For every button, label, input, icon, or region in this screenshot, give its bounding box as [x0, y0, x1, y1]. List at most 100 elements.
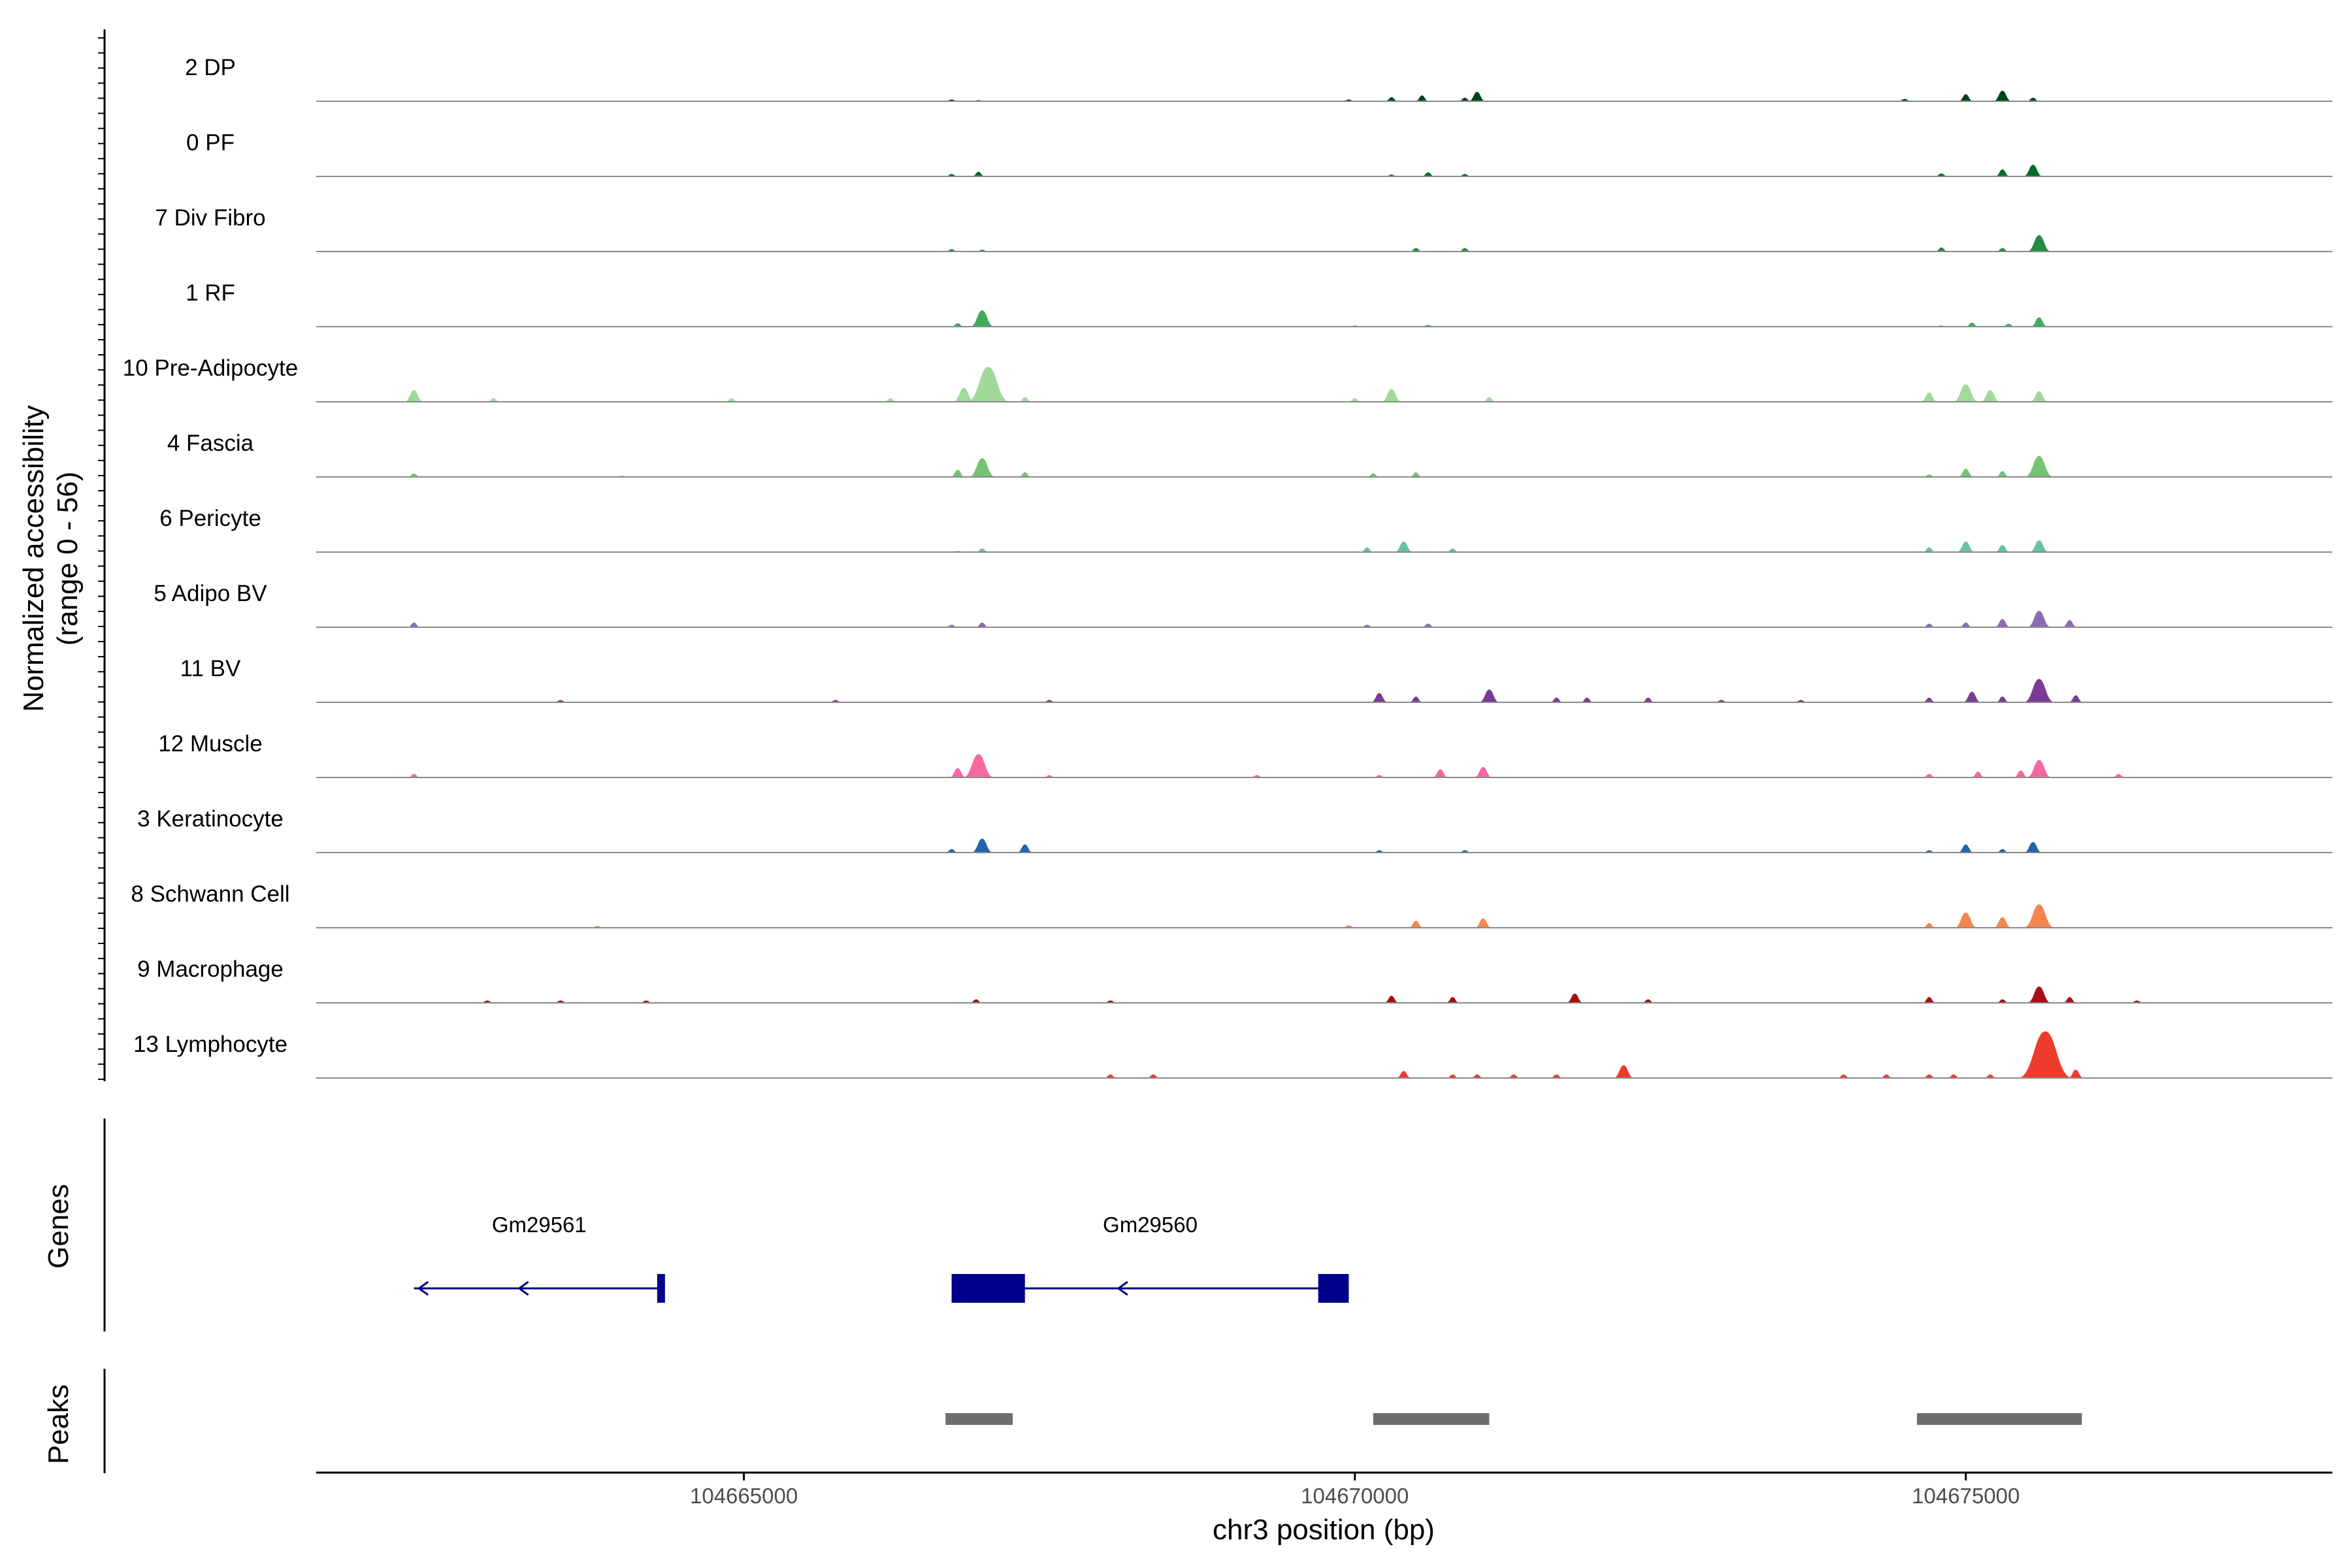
signal-peak — [1409, 472, 1423, 477]
signal-peak — [1993, 90, 2012, 101]
strand-arrow — [517, 1281, 529, 1296]
gene-gm29561: Gm29561 — [414, 1213, 665, 1303]
signal-peak — [1415, 95, 1429, 101]
signal-peak — [2023, 904, 2055, 928]
signal-peak — [2027, 611, 2051, 627]
signal-peak — [1994, 619, 2011, 627]
peak-region — [945, 1413, 1013, 1425]
gene-exon — [657, 1274, 665, 1303]
y-axis-title: Normalized accessibility — [18, 405, 50, 711]
track-label: 5 Adipo BV — [154, 581, 267, 606]
x-tick-label: 104675000 — [1912, 1484, 2019, 1508]
signal-peak — [2013, 770, 2029, 777]
track-label: 2 DP — [185, 55, 236, 80]
signal-peak — [1920, 392, 1938, 402]
signal-peak — [2002, 323, 2016, 327]
track-label: 13 Lymphocyte — [133, 1032, 287, 1057]
signal-peak — [1474, 918, 1492, 928]
genes-panel: Gm29561 Gm29560 — [103, 1119, 1349, 1331]
signal-peak — [1958, 94, 1974, 101]
signal-peak — [1409, 696, 1423, 702]
signal-peak — [1956, 541, 1975, 552]
signal-peak — [970, 999, 983, 1003]
track-label: 9 Macrophage — [137, 956, 284, 982]
signal-peak — [971, 838, 994, 853]
gene-exon — [951, 1274, 1025, 1303]
coverage-y-axis — [98, 29, 106, 1081]
signal-peak — [1422, 623, 1435, 627]
x-tick-label: 104665000 — [690, 1484, 798, 1508]
track-6-pericyte: 6 Pericyte — [159, 506, 2332, 553]
coverage-tracks: 2 DP 0 PF 7 Div Fibro 1 RF 10 Pre-Adipocyte 4… — [123, 55, 2332, 1079]
peaks-panel-label: Peaks — [42, 1384, 74, 1464]
y-axis-range-label: (range 0 - 56) — [52, 472, 84, 646]
peak-region — [1917, 1413, 2082, 1425]
signal-peak — [1474, 766, 1493, 777]
signal-peak — [1409, 248, 1423, 252]
signal-peak — [2027, 987, 2051, 1003]
signal-peak — [1947, 1074, 1961, 1078]
signal-peak — [884, 398, 897, 402]
signal-peak — [1641, 999, 1655, 1003]
signal-peak — [2030, 391, 2049, 402]
track-10-pre-adipocyte: 10 Pre-Adipocyte — [123, 355, 2332, 402]
signal-peak — [1470, 1074, 1484, 1078]
signal-peak — [1959, 622, 1972, 627]
signal-peak — [2017, 1031, 2073, 1078]
signal-peak — [968, 458, 996, 477]
signal-peak — [1995, 696, 2010, 702]
signal-peak — [1550, 697, 1563, 702]
signal-peak — [1147, 1074, 1160, 1078]
signal-peak — [2026, 760, 2052, 777]
signal-peak — [1366, 473, 1380, 477]
gene-label: Gm29561 — [492, 1213, 587, 1237]
signal-peak — [1396, 1071, 1411, 1078]
signal-peak — [487, 398, 500, 402]
signal-peak — [1995, 545, 2010, 552]
signal-peak — [2024, 455, 2054, 477]
track-label: 1 RF — [186, 280, 235, 306]
signal-peak — [1018, 472, 1032, 477]
signal-peak — [1995, 169, 2010, 176]
signal-peak — [972, 171, 985, 176]
signal-peak — [407, 622, 421, 627]
track-4-fascia: 4 Fascia — [167, 431, 2332, 478]
signal-peak — [1018, 397, 1032, 402]
signal-peak — [1384, 996, 1399, 1003]
strand-arrow — [417, 1281, 429, 1296]
track-11-bv: 11 BV — [180, 656, 2332, 703]
track-label: 7 Div Fibro — [155, 205, 265, 231]
signal-peak — [1446, 548, 1460, 552]
signal-peak — [1922, 697, 1936, 702]
signal-peak — [1993, 917, 2012, 928]
signal-peak — [2067, 1070, 2084, 1078]
signal-peak — [1996, 849, 2009, 853]
gene-gm29560: Gm29560 — [951, 1213, 1349, 1303]
signal-peak — [2062, 620, 2078, 627]
track-label: 6 Pericyte — [159, 506, 261, 531]
signal-peak — [1641, 697, 1655, 702]
signal-peak — [1384, 97, 1398, 101]
signal-peak — [1996, 248, 2009, 252]
signal-peak — [1458, 248, 1472, 252]
track-3-keratinocyte: 3 Keratinocyte — [137, 806, 2332, 853]
x-axis-title: chr3 position (bp) — [1213, 1514, 1435, 1546]
signal-peak — [1458, 97, 1472, 101]
track-7-div-fibro: 7 Div Fibro — [155, 205, 2332, 252]
signal-peak — [1980, 390, 2001, 402]
signal-peak — [1984, 1074, 1997, 1078]
signal-peak — [1922, 997, 1936, 1003]
signal-peak — [1422, 172, 1435, 176]
track-1-rf: 1 RF — [186, 280, 2332, 327]
track-label: 0 PF — [186, 130, 235, 155]
signal-peak — [950, 470, 966, 477]
track-label: 11 BV — [180, 656, 241, 681]
signal-peak — [407, 473, 421, 477]
track-13-lymphocyte: 13 Lymphocyte — [133, 1031, 2332, 1079]
signal-peak — [1432, 769, 1448, 777]
track-8-schwann-cell: 8 Schwann Cell — [131, 881, 2332, 928]
signal-peak — [2026, 97, 2040, 101]
signal-peak — [1996, 999, 2009, 1003]
track-label: 10 Pre-Adipocyte — [123, 355, 298, 381]
signal-peak — [2023, 165, 2043, 176]
